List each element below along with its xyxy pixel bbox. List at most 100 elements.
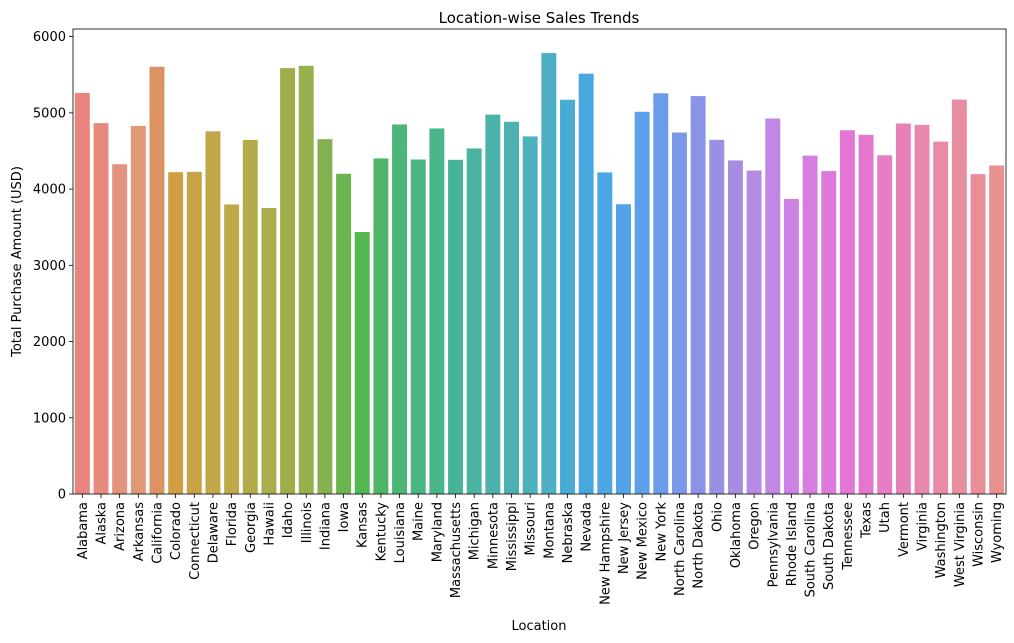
bar-massachusetts xyxy=(448,159,463,494)
bar-wisconsin xyxy=(970,174,986,494)
bar-south-dakota xyxy=(821,171,837,494)
x-tick-label: Kansas xyxy=(356,502,371,548)
y-tick-label: 3000 xyxy=(33,259,66,274)
x-tick-label: North Dakota xyxy=(692,502,707,589)
bar-tennessee xyxy=(839,130,855,495)
y-axis-label: Total Purchase Amount (USD) xyxy=(10,166,25,358)
bar-hawaii xyxy=(261,207,277,495)
x-tick-label: Missouri xyxy=(524,502,539,556)
x-tick-label: Washington xyxy=(934,502,949,578)
x-tick-label: Montana xyxy=(542,502,557,559)
x-tick-label: California xyxy=(150,502,165,564)
bar-west-virginia xyxy=(951,99,967,494)
y-tick-label: 0 xyxy=(58,488,66,503)
x-tick-label: Alabama xyxy=(76,502,91,559)
bar-wyoming xyxy=(989,165,1005,494)
x-tick-label: Texas xyxy=(860,502,875,539)
bar-california xyxy=(149,66,165,494)
x-tick-label: Minnesota xyxy=(486,502,501,569)
bar-north-dakota xyxy=(690,96,706,494)
bar-oregon xyxy=(746,170,762,494)
bar-ohio xyxy=(709,139,725,494)
bar-louisiana xyxy=(392,124,408,494)
bar-florida xyxy=(224,204,240,495)
x-tick-label: Vermont xyxy=(897,502,912,557)
x-tick-label: South Carolina xyxy=(804,502,819,597)
x-tick-label: New Jersey xyxy=(617,502,632,574)
y-tick-label: 6000 xyxy=(33,30,66,45)
bar-south-carolina xyxy=(802,155,818,494)
x-tick-label: Virginia xyxy=(916,502,931,551)
x-tick-label: New York xyxy=(654,502,669,562)
bar-arizona xyxy=(112,164,128,495)
bar-maine xyxy=(410,159,426,494)
bar-mississippi xyxy=(504,121,519,495)
chart-title: Location-wise Sales Trends xyxy=(439,9,640,27)
bar-washington xyxy=(933,141,949,494)
x-tick-label: Massachusetts xyxy=(449,502,464,598)
x-tick-label: Colorado xyxy=(169,502,184,560)
bar-iowa xyxy=(336,173,352,494)
bar-minnesota xyxy=(485,114,501,495)
x-axis: Alabama Alaska Arizona Arkansas California Co… xyxy=(76,494,1005,605)
x-tick-label: Rhode Island xyxy=(785,502,800,586)
x-tick-label: Oklahoma xyxy=(729,502,744,568)
bar-missouri xyxy=(522,136,538,494)
x-tick-label: Louisiana xyxy=(393,502,408,563)
bar-michigan xyxy=(466,148,482,494)
bar-north-carolina xyxy=(671,132,687,494)
x-tick-label: Hawaii xyxy=(262,502,277,546)
bar-kansas xyxy=(354,232,370,494)
x-tick-label: New Hampshire xyxy=(598,502,613,605)
bar-new-mexico xyxy=(634,111,650,494)
x-tick-label: Ohio xyxy=(710,502,725,532)
y-tick-label: 5000 xyxy=(33,106,66,121)
x-tick-label: Alaska xyxy=(94,502,109,545)
x-tick-label: Maine xyxy=(412,502,427,541)
x-axis-label: Location xyxy=(512,619,567,634)
x-tick-label: North Carolina xyxy=(673,502,688,596)
bar-alaska xyxy=(93,123,109,494)
y-tick-label: 4000 xyxy=(33,183,66,198)
bar-illinois xyxy=(298,65,314,494)
x-tick-label: Arizona xyxy=(113,502,128,551)
bar-vermont xyxy=(895,123,911,495)
x-tick-label: Utah xyxy=(878,502,893,533)
x-tick-label: Georgia xyxy=(244,502,259,553)
x-tick-label: Wyoming xyxy=(990,502,1005,563)
bar-pennsylvania xyxy=(765,118,781,495)
x-tick-label: South Dakota xyxy=(822,502,837,590)
bar-new-jersey xyxy=(616,204,631,494)
bar-georgia xyxy=(242,139,258,494)
bar-maryland xyxy=(429,128,445,495)
x-tick-label: Nevada xyxy=(580,502,595,552)
x-tick-label: Tennessee xyxy=(841,502,856,571)
bar-delaware xyxy=(205,131,221,495)
y-tick-label: 2000 xyxy=(33,335,66,350)
bar-connecticut xyxy=(186,171,202,494)
bar-virginia xyxy=(914,124,930,495)
bar-new-york xyxy=(653,93,669,494)
x-tick-label: Illinois xyxy=(300,502,315,543)
y-tick-label: 1000 xyxy=(33,411,66,426)
x-tick-label: Oregon xyxy=(748,502,763,550)
bar-utah xyxy=(877,155,893,494)
x-tick-label: Pennsylvania xyxy=(766,502,781,587)
x-tick-label: Idaho xyxy=(281,502,296,538)
bar-idaho xyxy=(280,68,296,495)
x-tick-label: Kentucky xyxy=(374,502,389,562)
x-tick-label: Delaware xyxy=(206,502,221,563)
bar-nevada xyxy=(578,73,594,495)
plot-frame xyxy=(72,28,1007,495)
y-axis: 0 1000 2000 3000 4000 5000 6000 xyxy=(33,30,73,503)
bar-kentucky xyxy=(373,158,389,494)
x-tick-label: Mississippi xyxy=(505,502,520,571)
bar-colorado xyxy=(168,172,184,494)
bar-texas xyxy=(858,134,874,494)
bar-montana xyxy=(541,53,557,495)
x-tick-label: Indiana xyxy=(318,502,333,550)
x-tick-label: Connecticut xyxy=(188,502,203,580)
bar-rhode-island xyxy=(783,198,799,495)
x-tick-label: West Virginia xyxy=(953,502,968,587)
